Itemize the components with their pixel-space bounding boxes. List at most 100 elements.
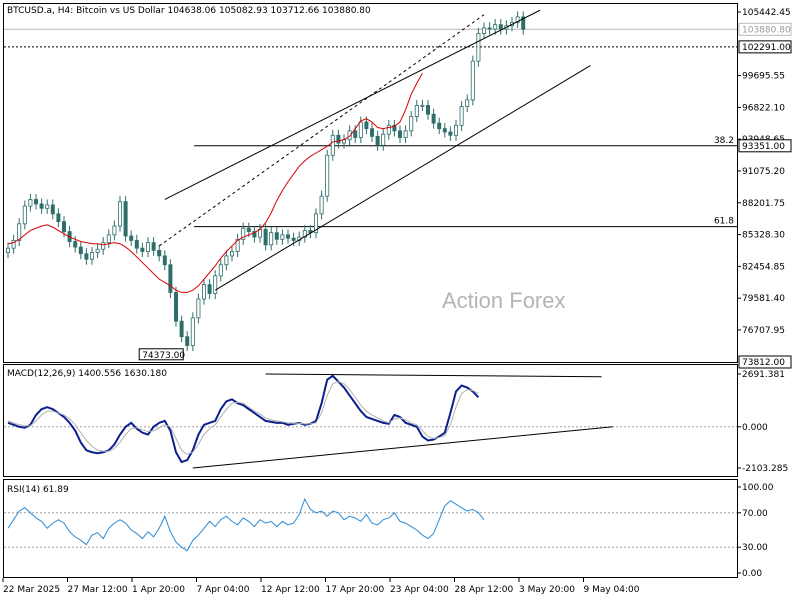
candle[interactable]	[28, 199, 33, 207]
candle[interactable]	[425, 105, 430, 115]
candle[interactable]	[336, 134, 341, 144]
candle[interactable]	[157, 249, 162, 257]
candle[interactable]	[280, 234, 285, 240]
price-panel[interactable]: 38.2 61.8 74373.00	[4, 9, 737, 361]
candle[interactable]	[145, 242, 150, 252]
candle[interactable]	[140, 247, 145, 252]
candle[interactable]	[101, 242, 106, 250]
fib-level-label: 61.8	[714, 217, 734, 227]
y-tick-label: 82454.85	[742, 262, 785, 272]
candle[interactable]	[414, 105, 419, 117]
candle[interactable]	[201, 284, 206, 300]
candle[interactable]	[420, 105, 425, 107]
candle[interactable]	[285, 234, 290, 239]
candle[interactable]	[62, 221, 67, 232]
candle[interactable]	[358, 121, 363, 138]
candle[interactable]	[442, 128, 447, 133]
candle[interactable]	[106, 234, 111, 244]
candle[interactable]	[481, 27, 486, 34]
candle[interactable]	[56, 213, 61, 223]
price-tag-box	[738, 355, 792, 369]
candle[interactable]	[459, 106, 464, 126]
candle[interactable]	[409, 116, 414, 132]
candle[interactable]	[347, 130, 352, 141]
candle[interactable]	[263, 228, 268, 246]
candle[interactable]	[6, 247, 11, 253]
macd-panel[interactable]	[4, 373, 737, 469]
candle[interactable]	[151, 242, 156, 251]
candle[interactable]	[224, 255, 229, 266]
candle[interactable]	[353, 130, 358, 138]
candle[interactable]	[498, 24, 503, 30]
candle[interactable]	[39, 203, 44, 209]
candle[interactable]	[241, 227, 246, 240]
candle[interactable]	[218, 264, 223, 277]
candle[interactable]	[487, 27, 492, 30]
macd-y-tick-label: 2691.381	[742, 370, 785, 380]
candle[interactable]	[246, 227, 251, 232]
macd-trend-line[interactable]	[265, 373, 602, 378]
candle[interactable]	[448, 131, 453, 136]
dashed-trend-line[interactable]	[158, 14, 485, 247]
candle[interactable]	[313, 213, 318, 234]
candle[interactable]	[470, 60, 475, 101]
candle[interactable]	[291, 237, 296, 241]
candle[interactable]	[397, 130, 402, 138]
candle[interactable]	[185, 336, 190, 346]
candle[interactable]	[84, 253, 89, 260]
candle[interactable]	[403, 130, 408, 138]
candle[interactable]	[386, 124, 391, 135]
candle[interactable]	[73, 241, 78, 248]
rsi-panel[interactable]	[4, 497, 737, 552]
candle[interactable]	[162, 255, 167, 266]
candle[interactable]	[431, 113, 436, 124]
candle[interactable]	[274, 232, 279, 240]
candle[interactable]	[207, 284, 212, 294]
candle[interactable]	[17, 223, 22, 241]
candle[interactable]	[134, 240, 139, 249]
candle[interactable]	[325, 154, 330, 197]
candle[interactable]	[235, 238, 240, 252]
candle[interactable]	[229, 251, 234, 257]
macd-trend-line[interactable]	[192, 426, 613, 469]
candle[interactable]	[168, 264, 173, 293]
candle[interactable]	[437, 122, 442, 130]
candle[interactable]	[515, 16, 520, 23]
candle[interactable]	[50, 204, 55, 215]
candle[interactable]	[319, 195, 324, 215]
candle[interactable]	[90, 252, 95, 260]
rsi-y-tick-label: 70.00	[742, 509, 768, 519]
candle[interactable]	[173, 292, 178, 322]
candle[interactable]	[465, 99, 470, 107]
candle[interactable]	[112, 225, 117, 236]
candle[interactable]	[381, 133, 386, 146]
candle[interactable]	[190, 317, 195, 346]
candle[interactable]	[364, 121, 369, 130]
candle[interactable]	[78, 246, 83, 255]
candle[interactable]	[369, 128, 374, 137]
candle[interactable]	[476, 33, 481, 62]
candle[interactable]	[196, 298, 201, 319]
candle[interactable]	[213, 275, 218, 294]
channel-line[interactable]	[214, 65, 591, 291]
candle[interactable]	[493, 24, 498, 30]
candle[interactable]	[45, 204, 50, 209]
candle[interactable]	[118, 201, 123, 227]
price-tag-box	[738, 139, 792, 153]
candle[interactable]	[123, 201, 128, 237]
y-tick-label: 85328.30	[742, 231, 785, 241]
channel-line[interactable]	[164, 9, 541, 200]
candle[interactable]	[521, 16, 526, 30]
candle[interactable]	[129, 235, 134, 241]
candle[interactable]	[95, 248, 100, 253]
candle[interactable]	[269, 232, 274, 246]
candle[interactable]	[22, 205, 27, 225]
candle[interactable]	[179, 320, 184, 338]
candle[interactable]	[392, 124, 397, 132]
candle[interactable]	[252, 231, 257, 238]
candle[interactable]	[330, 134, 335, 156]
candle[interactable]	[375, 136, 380, 146]
candle[interactable]	[11, 240, 16, 249]
candle[interactable]	[453, 124, 458, 136]
candle[interactable]	[34, 199, 39, 205]
